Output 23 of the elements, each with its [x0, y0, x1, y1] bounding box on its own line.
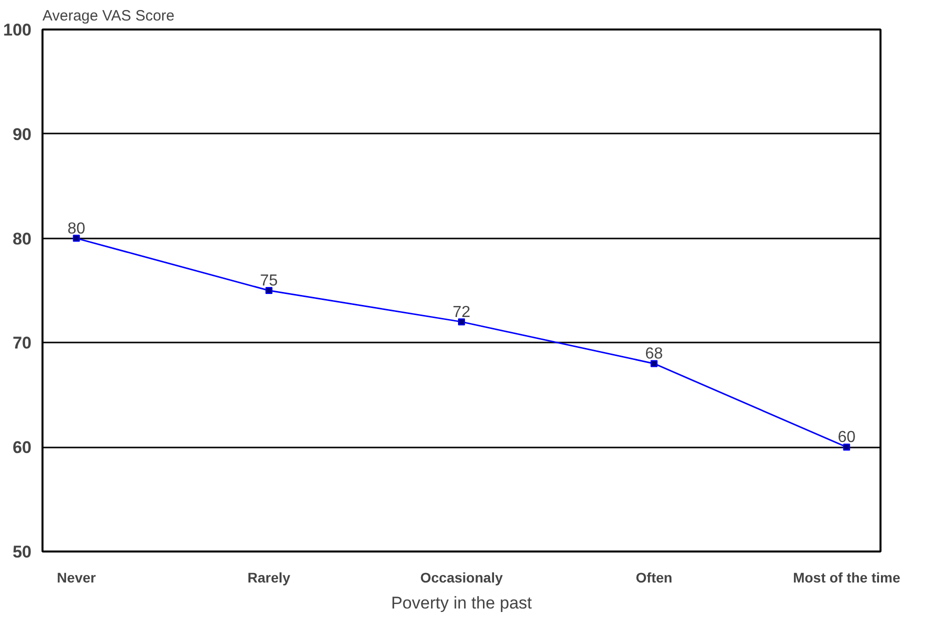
y-tick-label: 60 [12, 438, 32, 458]
data-label: 60 [838, 429, 856, 446]
y-axis-title: Average VAS Score [42, 8, 175, 24]
x-tick-label: Never [56, 570, 96, 586]
y-tick-label: 100 [3, 20, 32, 40]
x-axis-title: Poverty in the past [391, 594, 532, 612]
point [265, 287, 272, 294]
x-tick-label: Rarely [248, 570, 291, 586]
data-label: 68 [645, 346, 664, 363]
point [843, 444, 850, 451]
data-label: 75 [260, 272, 278, 290]
y-tick-label: 50 [12, 542, 32, 562]
x-tick-label: Most of the time [792, 570, 900, 586]
data-label: 72 [452, 304, 470, 321]
point [458, 318, 465, 326]
point [650, 360, 658, 368]
y-tick-label: 90 [12, 124, 32, 144]
x-tick-label: Occasionaly [420, 570, 503, 586]
y-tick-label: 80 [12, 229, 32, 248]
x-tick-label: Often [636, 570, 672, 586]
y-tick-label: 70 [12, 334, 32, 353]
data-label: 80 [67, 220, 86, 238]
point [72, 234, 80, 242]
